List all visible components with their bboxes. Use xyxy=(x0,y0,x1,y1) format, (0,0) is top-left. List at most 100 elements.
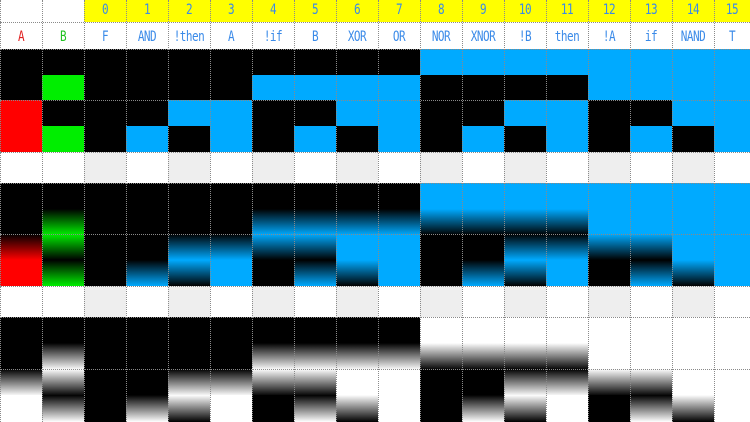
output-cell xyxy=(630,49,672,75)
output-cell xyxy=(420,74,462,101)
output-cell xyxy=(546,234,588,260)
output-cell xyxy=(168,259,210,286)
input-b-cell xyxy=(42,259,84,286)
function-index: 9 xyxy=(479,1,487,18)
input-a-cell xyxy=(0,208,42,235)
input-b-cell xyxy=(42,343,84,370)
output-cell xyxy=(378,317,420,344)
output-cell xyxy=(462,74,504,101)
function-name: F xyxy=(101,28,109,45)
output-cell xyxy=(336,49,378,75)
input-b-label: B xyxy=(59,28,67,45)
function-name: XOR xyxy=(347,28,367,45)
output-cell xyxy=(714,74,750,101)
output-cell xyxy=(168,74,210,101)
output-cell xyxy=(84,49,126,75)
output-cell xyxy=(84,208,126,235)
output-cell xyxy=(462,49,504,75)
function-index: 15 xyxy=(725,1,739,18)
output-cell xyxy=(588,183,630,209)
input-a-cell xyxy=(0,259,42,286)
output-cell xyxy=(504,234,546,260)
output-cell xyxy=(210,74,252,101)
output-cell xyxy=(672,395,714,422)
output-cell xyxy=(336,74,378,101)
row-divider xyxy=(0,100,750,101)
input-b-cell xyxy=(42,317,84,344)
output-cell xyxy=(84,369,126,396)
gap-cell xyxy=(84,152,126,183)
gap-cell xyxy=(252,152,294,183)
output-cell xyxy=(462,208,504,235)
output-cell xyxy=(210,208,252,235)
function-index: 5 xyxy=(311,1,319,18)
output-cell xyxy=(714,234,750,260)
output-cell xyxy=(714,125,750,152)
output-cell xyxy=(714,395,750,422)
column-divider xyxy=(420,0,421,422)
input-b-cell xyxy=(42,395,84,422)
output-cell xyxy=(252,208,294,235)
output-cell xyxy=(336,208,378,235)
function-index: 4 xyxy=(269,1,277,18)
output-cell xyxy=(210,100,252,126)
output-cell xyxy=(336,343,378,370)
output-cell xyxy=(336,259,378,286)
gap-cell xyxy=(672,286,714,317)
output-cell xyxy=(252,234,294,260)
function-index: 6 xyxy=(353,1,361,18)
output-cell xyxy=(336,100,378,126)
output-cell xyxy=(588,369,630,396)
output-cell xyxy=(294,234,336,260)
output-cell xyxy=(378,125,420,152)
output-cell xyxy=(420,343,462,370)
column-divider xyxy=(42,0,43,422)
output-cell xyxy=(504,125,546,152)
output-cell xyxy=(126,49,168,75)
function-name: T xyxy=(728,28,736,45)
gap-cell xyxy=(420,286,462,317)
output-cell xyxy=(378,369,420,396)
output-cell xyxy=(588,317,630,344)
output-cell xyxy=(294,49,336,75)
output-cell xyxy=(84,183,126,209)
output-cell xyxy=(672,208,714,235)
output-cell xyxy=(462,100,504,126)
output-cell xyxy=(126,183,168,209)
column-divider xyxy=(210,0,211,422)
output-cell xyxy=(84,234,126,260)
output-cell xyxy=(714,183,750,209)
column-divider xyxy=(546,0,547,422)
output-cell xyxy=(672,317,714,344)
output-cell xyxy=(168,369,210,396)
column-divider xyxy=(714,0,715,422)
output-cell xyxy=(504,74,546,101)
input-b-cell xyxy=(42,100,84,126)
output-cell xyxy=(672,100,714,126)
gap-cell xyxy=(84,286,126,317)
output-cell xyxy=(126,317,168,344)
output-cell xyxy=(252,369,294,396)
input-b-cell xyxy=(42,74,84,101)
output-cell xyxy=(84,259,126,286)
output-cell xyxy=(84,125,126,152)
input-a-cell xyxy=(0,100,42,126)
output-cell xyxy=(630,395,672,422)
output-cell xyxy=(462,317,504,344)
output-cell xyxy=(168,343,210,370)
output-cell xyxy=(210,183,252,209)
output-cell xyxy=(588,74,630,101)
row-divider xyxy=(0,183,750,184)
output-cell xyxy=(672,183,714,209)
output-cell xyxy=(168,183,210,209)
output-cell xyxy=(714,100,750,126)
function-name: !A xyxy=(602,28,616,45)
output-cell xyxy=(420,259,462,286)
output-cell xyxy=(168,317,210,344)
function-name: if xyxy=(644,28,658,45)
output-cell xyxy=(546,183,588,209)
output-cell xyxy=(378,208,420,235)
output-cell xyxy=(420,125,462,152)
output-cell xyxy=(210,234,252,260)
